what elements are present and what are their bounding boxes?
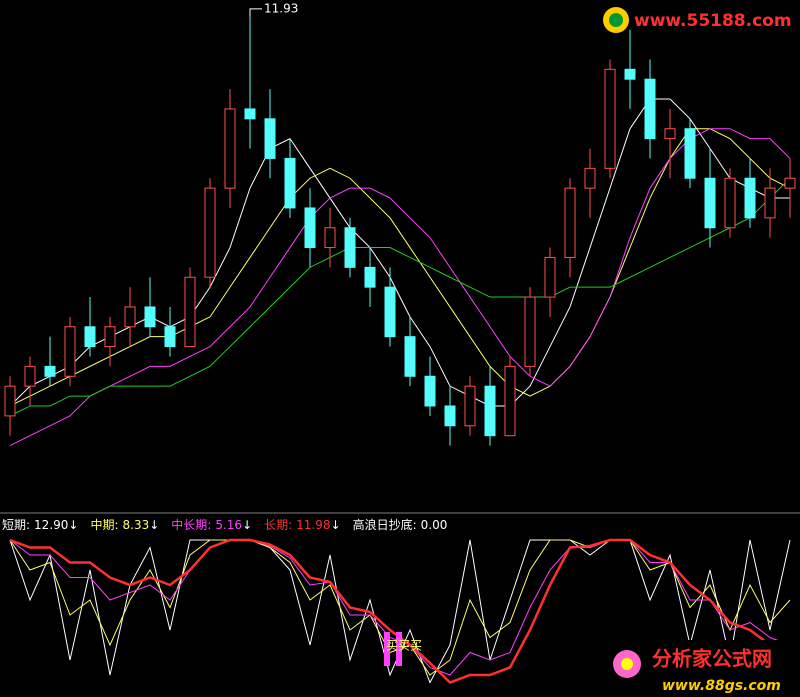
candle-body [344, 227, 356, 268]
candle-body [164, 326, 176, 348]
logo-inner [609, 13, 623, 27]
high-marker [249, 8, 262, 17]
candle-body [64, 326, 76, 377]
candle-body [464, 385, 476, 427]
candle-body [704, 177, 716, 229]
legend-label: 长期: [264, 518, 292, 532]
candle-body [564, 187, 576, 258]
candle-body [264, 118, 276, 159]
legend-arrow: ↓ [149, 518, 159, 532]
signal-bar [384, 632, 390, 666]
candle-body [324, 227, 336, 249]
watermark-text: www.55188.com [634, 11, 792, 31]
candle-body [144, 306, 156, 328]
candle-body [244, 108, 256, 120]
candle-body [424, 375, 436, 407]
candle-body [584, 167, 596, 189]
candle-body [184, 276, 196, 348]
candle-body [524, 296, 536, 367]
watermark-title: 分析家公式网 [652, 647, 772, 671]
candle-body [784, 177, 796, 189]
candle-body [104, 326, 116, 348]
candle-body [124, 306, 136, 328]
legend-label: 中长期: [171, 517, 211, 532]
legend-value: 0.00 [421, 518, 448, 532]
legend-value: 8.33 [123, 518, 150, 532]
flower-center [621, 658, 633, 670]
candle-body [384, 286, 396, 338]
bottom-watermark: 分析家公式网 www.88gs.com [598, 640, 800, 697]
legend-value: 5.16 [215, 518, 242, 532]
watermark-url: www.88gs.com [662, 678, 781, 694]
candle-body [624, 68, 636, 80]
candle-body [404, 336, 416, 377]
legend-label: 高浪日抄底: [353, 517, 417, 532]
legend-arrow: ↓ [242, 518, 252, 532]
top-watermark: www.55188.com [603, 7, 792, 33]
legend-arrow: ↓ [68, 518, 78, 532]
candle-body [484, 385, 496, 437]
candle-body [724, 177, 736, 229]
signal-text: 买买买 [386, 639, 422, 653]
legend-label: 短期: [2, 518, 30, 532]
candle-body [664, 128, 676, 140]
candle-body [284, 157, 296, 209]
ma-line [9, 128, 791, 407]
candle-body [644, 78, 656, 140]
legend-value: 11.98 [296, 518, 330, 532]
candle-body [444, 405, 456, 427]
indicator-legend: 短期: 12.90↓ 中期: 8.33↓ 中长期: 5.16↓ 长期: 11.98↓ 高浪日抄底… [2, 517, 447, 532]
candle-body [364, 266, 376, 288]
candle-body [84, 326, 96, 348]
candle-body [744, 177, 756, 219]
legend-label: 中期: [90, 517, 118, 532]
high-label: 11.93 [264, 1, 298, 15]
candle-body [224, 108, 236, 189]
ma-line [9, 128, 791, 447]
ma-line [9, 98, 790, 407]
candle-body [4, 385, 16, 417]
candle-body [684, 128, 696, 179]
candle-body [604, 68, 616, 169]
candle-body [544, 256, 556, 298]
candle-body [504, 365, 516, 437]
signal-bar [396, 632, 402, 666]
legend-value: 12.90 [34, 518, 68, 532]
legend-arrow: ↓ [331, 518, 341, 532]
candle-body [304, 207, 316, 249]
candle-body [44, 365, 56, 377]
ma-line [9, 177, 791, 417]
candle-body [24, 365, 36, 387]
candle-body [764, 187, 776, 219]
candle-body [204, 187, 216, 278]
